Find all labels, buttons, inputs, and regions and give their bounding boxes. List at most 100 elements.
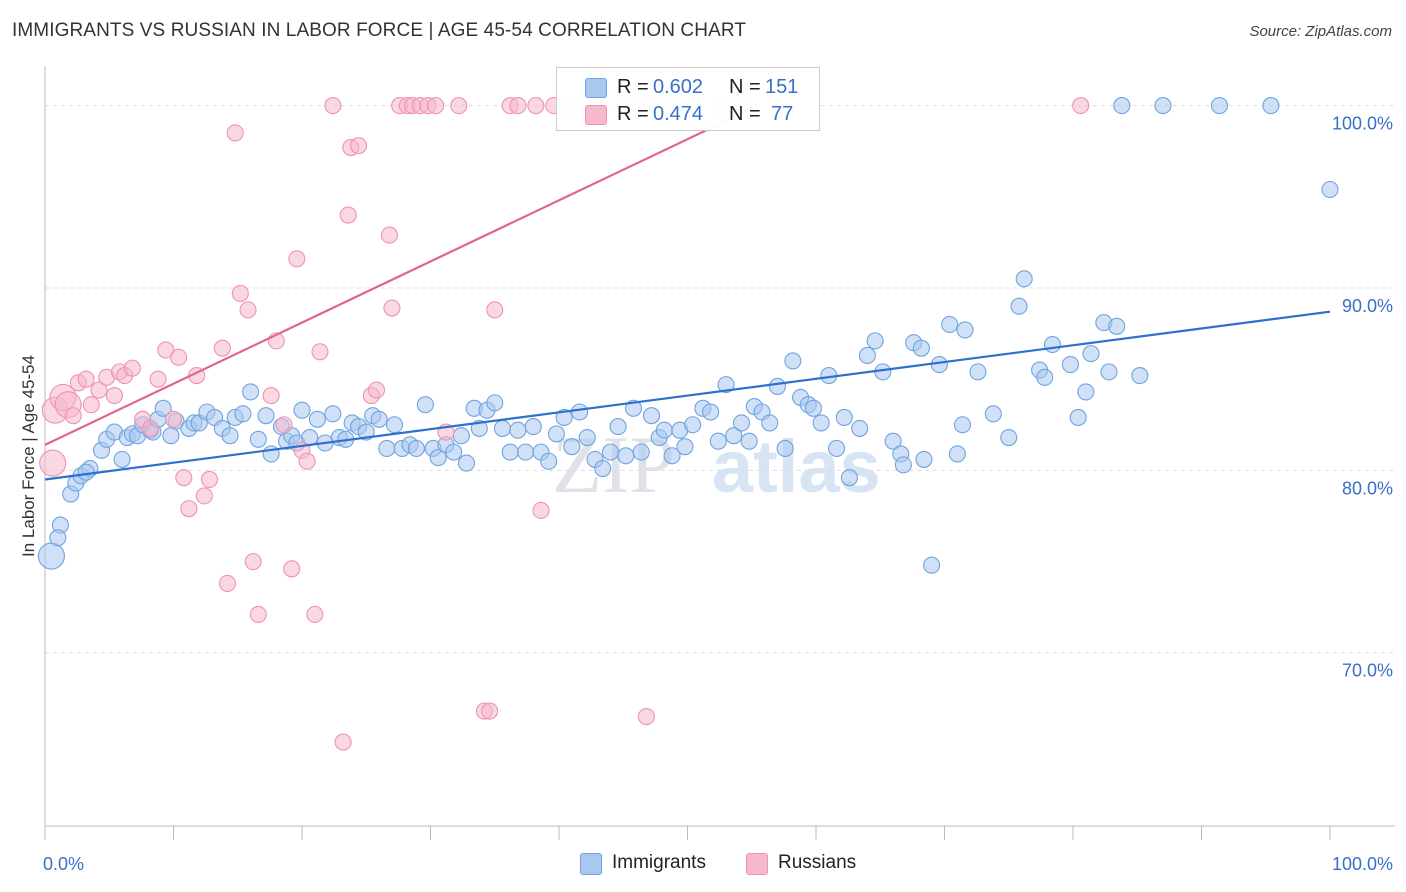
immigrants-point xyxy=(915,450,933,468)
russians-point xyxy=(231,284,249,302)
immigrants-point xyxy=(1131,366,1149,385)
immigrants-point xyxy=(547,425,565,443)
immigrants-point xyxy=(709,432,727,450)
russians-point xyxy=(200,470,219,489)
immigrants-point xyxy=(324,405,342,423)
russians-point xyxy=(195,487,213,505)
immigrants-point xyxy=(221,427,239,445)
immigrants-point xyxy=(563,438,581,456)
immigrants-point xyxy=(524,418,542,436)
immigrants-point xyxy=(385,416,404,434)
immigrants-point xyxy=(1210,97,1229,115)
immigrants-point xyxy=(930,356,948,374)
immigrants-point xyxy=(257,407,275,425)
russians-point xyxy=(239,301,257,319)
immigrants-point xyxy=(717,376,735,394)
immigrants-point xyxy=(242,383,260,401)
immigrants-point xyxy=(1113,97,1131,115)
immigrants-point xyxy=(784,352,802,370)
immigrants-legend-swatch xyxy=(580,853,602,875)
r-label: R = xyxy=(617,103,649,125)
russians-point xyxy=(82,396,100,414)
immigrants-point xyxy=(470,419,488,437)
series-immigrants xyxy=(37,97,1339,574)
immigrants-point xyxy=(984,405,1002,423)
russians-point xyxy=(275,416,293,434)
n-value: 151 xyxy=(765,76,799,98)
russians-swatch xyxy=(585,105,607,125)
russians-point xyxy=(383,299,401,317)
stats-legend: R = 0.602 N = 151 R = 0.474 N = 77 xyxy=(556,67,820,131)
immigrants-point xyxy=(37,542,65,570)
immigrants-point xyxy=(1069,408,1087,427)
immigrants-point xyxy=(594,459,612,478)
immigrants-point xyxy=(702,403,720,421)
immigrants-point xyxy=(684,416,702,434)
russians-point xyxy=(249,605,267,623)
y-tick-label: 80.0% xyxy=(1342,478,1393,498)
immigrants-point xyxy=(894,456,912,474)
r-value: 0.602 xyxy=(653,76,704,98)
immigrants-point xyxy=(1082,345,1100,363)
russians-point xyxy=(213,339,231,357)
russians-point xyxy=(367,381,386,399)
immigrants-point xyxy=(725,427,743,445)
immigrants-point xyxy=(517,443,535,461)
immigrants-point xyxy=(1262,97,1280,115)
russians-point xyxy=(164,410,183,428)
x-tick-label: 100.0% xyxy=(1332,854,1393,874)
immigrants-point xyxy=(632,443,650,461)
immigrants-point xyxy=(1010,297,1028,315)
immigrants-point xyxy=(1000,428,1018,447)
immigrants-point xyxy=(624,399,643,417)
immigrants-point xyxy=(234,405,252,423)
immigrants-point xyxy=(555,408,573,427)
russians-point xyxy=(334,733,352,751)
immigrants-point xyxy=(578,428,596,447)
immigrants-point xyxy=(617,447,635,465)
n-value: 77 xyxy=(771,103,794,125)
russians-point xyxy=(532,501,550,520)
immigrants-point xyxy=(768,377,787,396)
immigrants-point xyxy=(429,449,447,467)
russians-point xyxy=(486,301,504,319)
immigrants-point xyxy=(501,443,519,461)
russians-point xyxy=(262,387,280,405)
immigrants-point xyxy=(866,332,884,350)
russians-legend-swatch xyxy=(746,853,768,875)
r-label: R = xyxy=(617,76,649,98)
immigrants-point xyxy=(77,463,95,481)
russians-point xyxy=(244,552,262,571)
immigrants-trend-line xyxy=(44,310,1331,481)
immigrants-point xyxy=(953,416,972,434)
russians-point xyxy=(218,574,237,592)
immigrants-point xyxy=(162,427,180,445)
russians-point xyxy=(298,452,316,470)
immigrants-point xyxy=(776,439,794,458)
russians-point xyxy=(527,97,545,115)
russians-point xyxy=(509,97,527,115)
immigrants-point xyxy=(1077,383,1095,401)
immigrants-point xyxy=(655,421,673,439)
russians-point xyxy=(481,702,499,720)
russians-point xyxy=(105,387,123,405)
russians-point xyxy=(1072,97,1090,115)
russians-point xyxy=(349,137,368,155)
immigrants-point xyxy=(49,529,67,547)
immigrants-point xyxy=(923,556,941,574)
immigrants-point xyxy=(378,439,396,458)
immigrants-point xyxy=(851,419,869,437)
immigrants-point xyxy=(642,407,661,425)
russians-point xyxy=(77,370,95,388)
immigrants-point xyxy=(486,394,504,412)
immigrants-point xyxy=(407,439,425,458)
legend-label: Immigrants xyxy=(612,852,706,873)
immigrants-point xyxy=(1015,270,1033,288)
immigrants-point xyxy=(154,399,172,417)
immigrants-point xyxy=(457,454,476,472)
immigrants-point xyxy=(509,421,527,439)
chart-source: Source: ZipAtlas.com xyxy=(1249,23,1392,40)
immigrants-point xyxy=(663,447,681,465)
russians-point xyxy=(157,341,175,359)
